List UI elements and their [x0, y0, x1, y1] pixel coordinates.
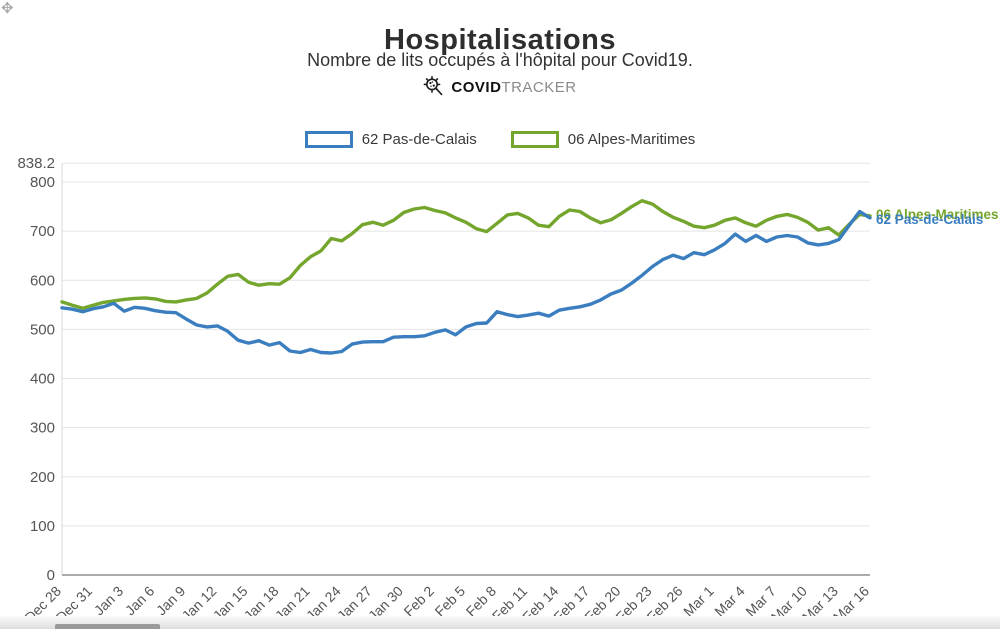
page-subtitle: Nombre de lits occupés à l'hôpital pour … [307, 50, 693, 70]
y-tick-label: 700 [30, 223, 55, 240]
legend-swatch-62-pas-de-calais [304, 131, 353, 148]
brand-name-bold: COVID [451, 79, 502, 96]
y-tick-label: 600 [30, 272, 55, 289]
legend-swatch-06-alpes-maritimes [510, 131, 559, 148]
x-tick-label: Jan 6 [122, 583, 158, 619]
status-bar-fragment [55, 624, 160, 629]
x-tick-label: Feb 5 [431, 583, 468, 620]
legend-label: 62 Pas-de-Calais [361, 131, 477, 148]
x-tick-label: Jan 3 [91, 583, 127, 619]
legend-item-62-pas-de-calais[interactable]: 62 Pas-de-Calais [304, 131, 477, 148]
line-end-label-pas-de-calais: 62 Pas-de-Calais [876, 212, 983, 227]
pan-cursor-icon: ✥ [1, 0, 14, 17]
page-title: Hospitalisations [384, 24, 616, 57]
y-tick-label: 100 [30, 518, 55, 535]
y-tick-label: 400 [30, 371, 55, 388]
chart-legend: 62 Pas-de-Calais 06 Alpes-Maritimes [0, 131, 1000, 148]
legend-item-06-alpes-maritimes[interactable]: 06 Alpes-Maritimes [510, 131, 696, 148]
y-tick-label: 300 [30, 420, 55, 437]
brand-name-light: TRACKER [501, 79, 577, 96]
virus-magnifier-icon [423, 76, 443, 96]
covidtracker-logo: COVIDTRACKER [0, 76, 1000, 97]
x-tick-label: Mar 1 [680, 583, 717, 620]
series-line-62-pas-de-calais[interactable] [60, 209, 872, 355]
page-bottom-scroll-edge [0, 616, 1000, 629]
x-tick-label: Feb 2 [400, 583, 437, 620]
x-tick-label: Mar 4 [711, 583, 748, 620]
y-tick-label: 0 [47, 567, 55, 584]
legend-label: 06 Alpes-Maritimes [567, 131, 696, 148]
y-tick-label: 838.2 [17, 155, 55, 172]
line-end-label-alpes-maritimes: 06 Alpes-Maritimes [876, 207, 999, 222]
y-tick-label: 200 [30, 469, 55, 486]
y-tick-label: 800 [30, 174, 55, 191]
series-line-06-alpes-maritimes[interactable] [60, 198, 872, 310]
y-tick-label: 500 [30, 321, 55, 338]
